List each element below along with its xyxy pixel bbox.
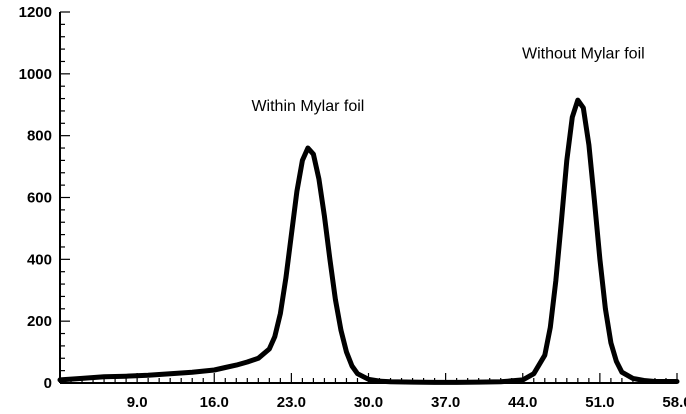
spectrum-data-point [334, 298, 337, 301]
y-tick-label: 0 [44, 375, 52, 392]
spectrum-data-point [532, 372, 535, 375]
y-tick-label: 400 [27, 251, 52, 268]
spectrum-data-point [411, 380, 414, 384]
spectrum-data-point [560, 221, 563, 224]
x-tick-label: 58.0 [662, 394, 686, 411]
spectrum-data-point [499, 380, 502, 383]
spectrum-series-line [57, 97, 680, 385]
spectrum-data-point [328, 258, 332, 261]
spectrum-data-point [543, 354, 546, 357]
spectrum-data-point [615, 360, 618, 363]
spectrum-data-point [378, 379, 381, 383]
y-tick-label: 1000 [19, 66, 52, 83]
spectrum-data-point [317, 177, 321, 181]
spectrum-data-point [620, 371, 624, 374]
series-layer [57, 97, 680, 385]
y-tick-label: 600 [27, 190, 52, 207]
spectrum-data-point [323, 214, 326, 218]
y-tick-label: 1200 [19, 4, 52, 21]
axes: 0 200 400 600 800 1000 1200 9.0 16.0 23.0 30.0 37.… [19, 4, 686, 411]
annotation-without-mylar-foil: Without Mylar foil [522, 45, 645, 62]
spectrum-data-point [146, 374, 150, 377]
spectrum-data-point [290, 233, 293, 236]
x-tick-label: 16.0 [200, 394, 229, 411]
spectrum-data-point [301, 159, 304, 162]
spectrum-data-point [653, 380, 657, 383]
spectrum-data-point [631, 377, 635, 380]
spectrum-data-point [279, 312, 282, 315]
annotation-within-mylar-foil: Within Mylar foil [251, 98, 364, 115]
spectrum-data-point [124, 375, 128, 378]
spectrum-data-point [257, 357, 260, 360]
spectrum-data-point [58, 378, 62, 382]
x-tick-label: 51.0 [585, 394, 614, 411]
spectrum-data-point [235, 363, 238, 367]
spectrum-data-point [80, 377, 84, 380]
spectrum-data-point [549, 326, 552, 329]
x-ticks: 9.0 16.0 23.0 30.0 37.0 44.0 51.0 58.0 [59, 373, 686, 411]
spectrum-data-point [576, 98, 579, 102]
spectrum-data-point [389, 380, 392, 383]
spectrum-data-point [246, 360, 249, 364]
spectrum-data-point [345, 350, 348, 354]
spectrum-data-point [582, 106, 585, 110]
spectrum-data-point [306, 146, 310, 150]
spectrum-data-point [477, 380, 480, 384]
spectrum-data-point [642, 379, 646, 382]
spectrum-data-point [312, 153, 315, 156]
spectrum-data-point [593, 199, 596, 202]
y-tick-label: 800 [27, 128, 52, 145]
spectrum-data-point [273, 335, 276, 338]
spectrum-data-point [609, 341, 613, 344]
spectrum-data-point [169, 372, 172, 375]
x-tick-label: 37.0 [431, 394, 460, 411]
spectrum-data-point [521, 378, 524, 382]
spectrum-data-point [554, 279, 557, 283]
spectrum-data-point [571, 115, 574, 119]
spectrum-data-point [587, 143, 591, 147]
x-tick-label: 30.0 [354, 394, 383, 411]
spectrum-data-point [295, 190, 299, 193]
spectrum-data-point [433, 381, 436, 384]
spectrum-data-point [213, 368, 216, 372]
y-ticks: 0 200 400 600 800 1000 1200 [19, 4, 70, 392]
y-tick-label: 200 [27, 313, 52, 330]
spectrum-data-point [339, 329, 343, 332]
x-tick-label: 9.0 [127, 394, 148, 411]
spectrum-data-point [102, 375, 106, 378]
spectrum-data-point [675, 380, 679, 383]
spectrum-data-point [367, 378, 370, 381]
spectrum-data-point [224, 366, 227, 369]
x-tick-label: 44.0 [508, 394, 537, 411]
spectrum-data-point [350, 364, 354, 368]
spectrum-data-point [191, 371, 194, 374]
spectrum-data-point [604, 307, 607, 310]
spectrum-data-point [565, 159, 568, 162]
spectrum-data-point [356, 372, 359, 375]
x-tick-label: 23.0 [277, 394, 306, 411]
spectrum-data-point [598, 258, 602, 261]
annotations: Within Mylar foil Without Mylar foil [251, 45, 644, 115]
spectrum-data-point [284, 276, 288, 280]
spectrum-data-point [268, 347, 271, 351]
spectrum-data-point [455, 381, 458, 384]
